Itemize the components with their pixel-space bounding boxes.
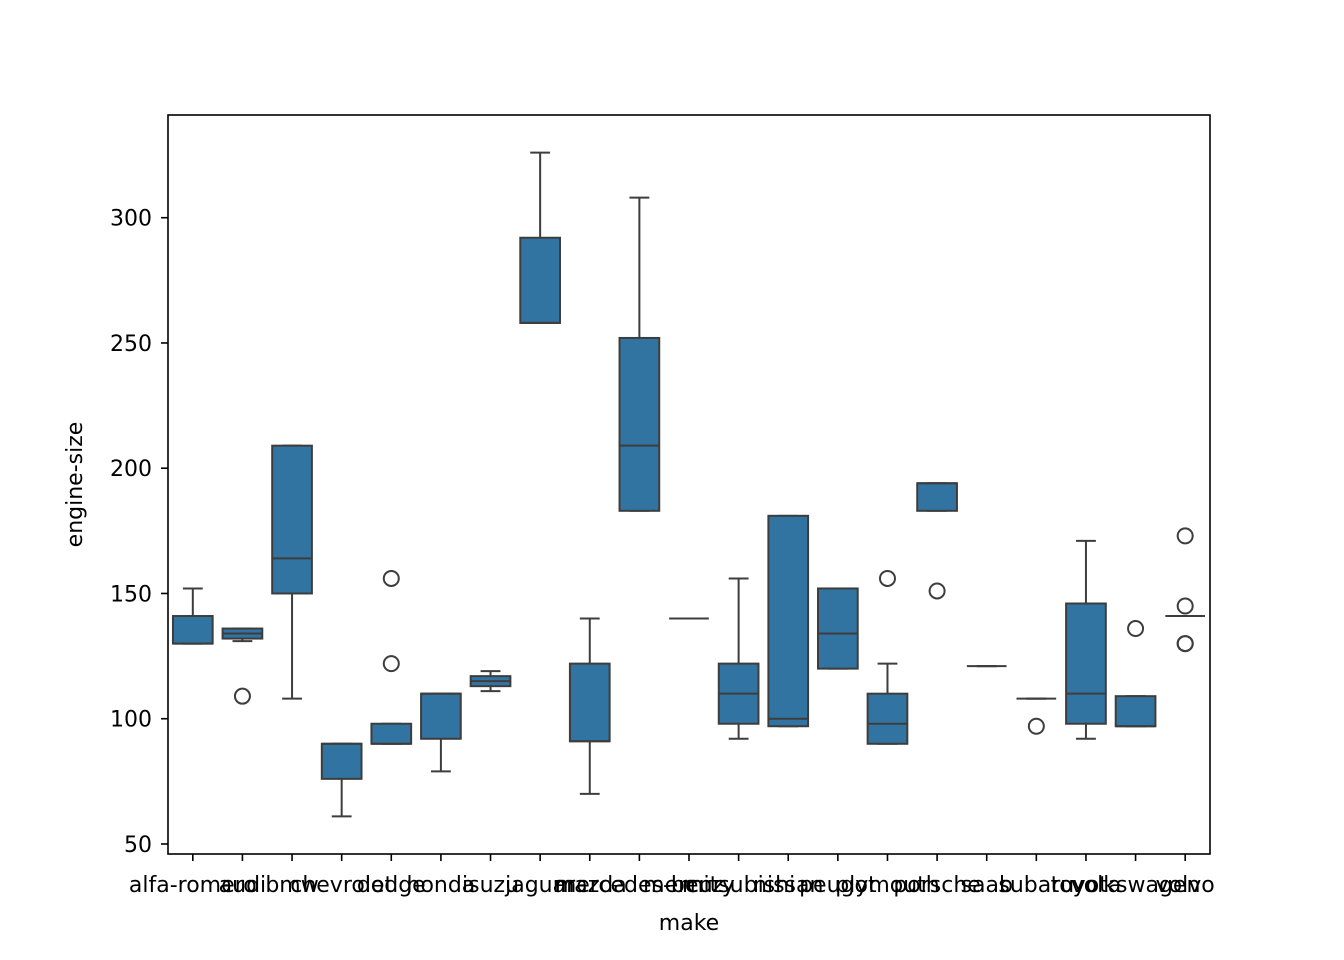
outlier-point xyxy=(1027,717,1045,735)
box xyxy=(1065,602,1107,725)
box xyxy=(1114,695,1157,728)
x-axis-label: make xyxy=(659,911,719,936)
box xyxy=(320,742,363,780)
x-tick-label: audi xyxy=(219,873,267,898)
plot-marks xyxy=(171,151,1206,818)
box xyxy=(420,692,462,740)
x-tick-label: subaru xyxy=(998,873,1074,898)
box xyxy=(171,615,214,645)
x-tick-label: mazda xyxy=(553,873,627,898)
box xyxy=(370,722,413,745)
x-tick-label: alfa-romero xyxy=(129,873,257,898)
outlier-point xyxy=(1176,597,1194,615)
x-tick-label: plymouth xyxy=(835,873,940,898)
outlier-point xyxy=(382,569,400,587)
box-group-honda xyxy=(420,692,462,773)
box-group-bmw xyxy=(271,444,313,700)
outlier-point xyxy=(1127,620,1145,638)
box-group-chevrolet xyxy=(320,742,363,818)
x-tick-label: jaguar xyxy=(504,873,576,898)
box xyxy=(618,336,661,512)
x-tick-label: volvo xyxy=(1156,873,1215,898)
box xyxy=(866,692,909,745)
outlier-point xyxy=(1176,635,1194,653)
x-tick-label: mercedes-benz xyxy=(555,873,724,898)
x-tick-label: dodge xyxy=(357,873,426,898)
y-axis: 50 100 150 200 250 300 xyxy=(110,207,168,858)
outlier-point xyxy=(928,582,946,600)
box-group-isuzu xyxy=(469,670,512,693)
x-tick-label: peugot xyxy=(799,873,877,898)
box-group-peugot xyxy=(817,587,859,670)
y-tick-label: 50 xyxy=(124,833,152,858)
box xyxy=(271,444,313,595)
box-group-toyota xyxy=(1065,539,1107,740)
y-tick-label: 200 xyxy=(110,457,152,482)
x-tick-label: porsche xyxy=(893,873,981,898)
box-group-mitsubishi xyxy=(717,577,760,740)
x-tick-label: isuzu xyxy=(462,873,519,898)
box xyxy=(767,514,810,728)
x-tick-label: toyota xyxy=(1051,873,1122,898)
box-group-nissan xyxy=(767,514,810,728)
box-group-volvo xyxy=(1165,527,1206,653)
box-group-porsche xyxy=(916,482,958,600)
box-group-jaguar xyxy=(519,151,561,324)
outlier-point xyxy=(382,655,400,673)
box-group-dodge xyxy=(370,569,413,745)
box xyxy=(817,587,859,670)
x-tick-label: nissan xyxy=(753,873,823,898)
y-tick-label: 300 xyxy=(110,207,152,232)
x-tick-label: chevrolet xyxy=(290,873,393,898)
box xyxy=(519,236,561,324)
x-tick-label: bmw xyxy=(265,873,318,898)
x-tick-label: mitsubishi xyxy=(682,873,795,898)
box-group-audi xyxy=(221,627,264,705)
outlier-point xyxy=(1176,527,1194,545)
box-group-plymouth xyxy=(866,569,909,745)
y-axis-label: engine-size xyxy=(63,422,88,548)
x-tick-label: volkswagen xyxy=(1071,873,1201,898)
outlier-point xyxy=(233,687,251,705)
outlier-point xyxy=(878,569,896,587)
x-tick-label: saab xyxy=(961,873,1013,898)
box xyxy=(916,482,958,512)
x-tick-label: mercury xyxy=(643,873,735,898)
x-tick-label: honda xyxy=(407,873,476,898)
box-group-subaru xyxy=(1016,697,1057,735)
box-group-mazda xyxy=(568,617,611,795)
y-tick-label: 250 xyxy=(110,332,152,357)
box xyxy=(568,662,611,743)
y-tick-label: 150 xyxy=(110,582,152,607)
box-group-alfa-romero xyxy=(171,587,214,645)
box-group-mercedes-benz xyxy=(618,196,661,512)
y-tick-label: 100 xyxy=(110,708,152,733)
box-group-volkswagen xyxy=(1114,620,1157,728)
plot-frame xyxy=(167,114,1211,855)
